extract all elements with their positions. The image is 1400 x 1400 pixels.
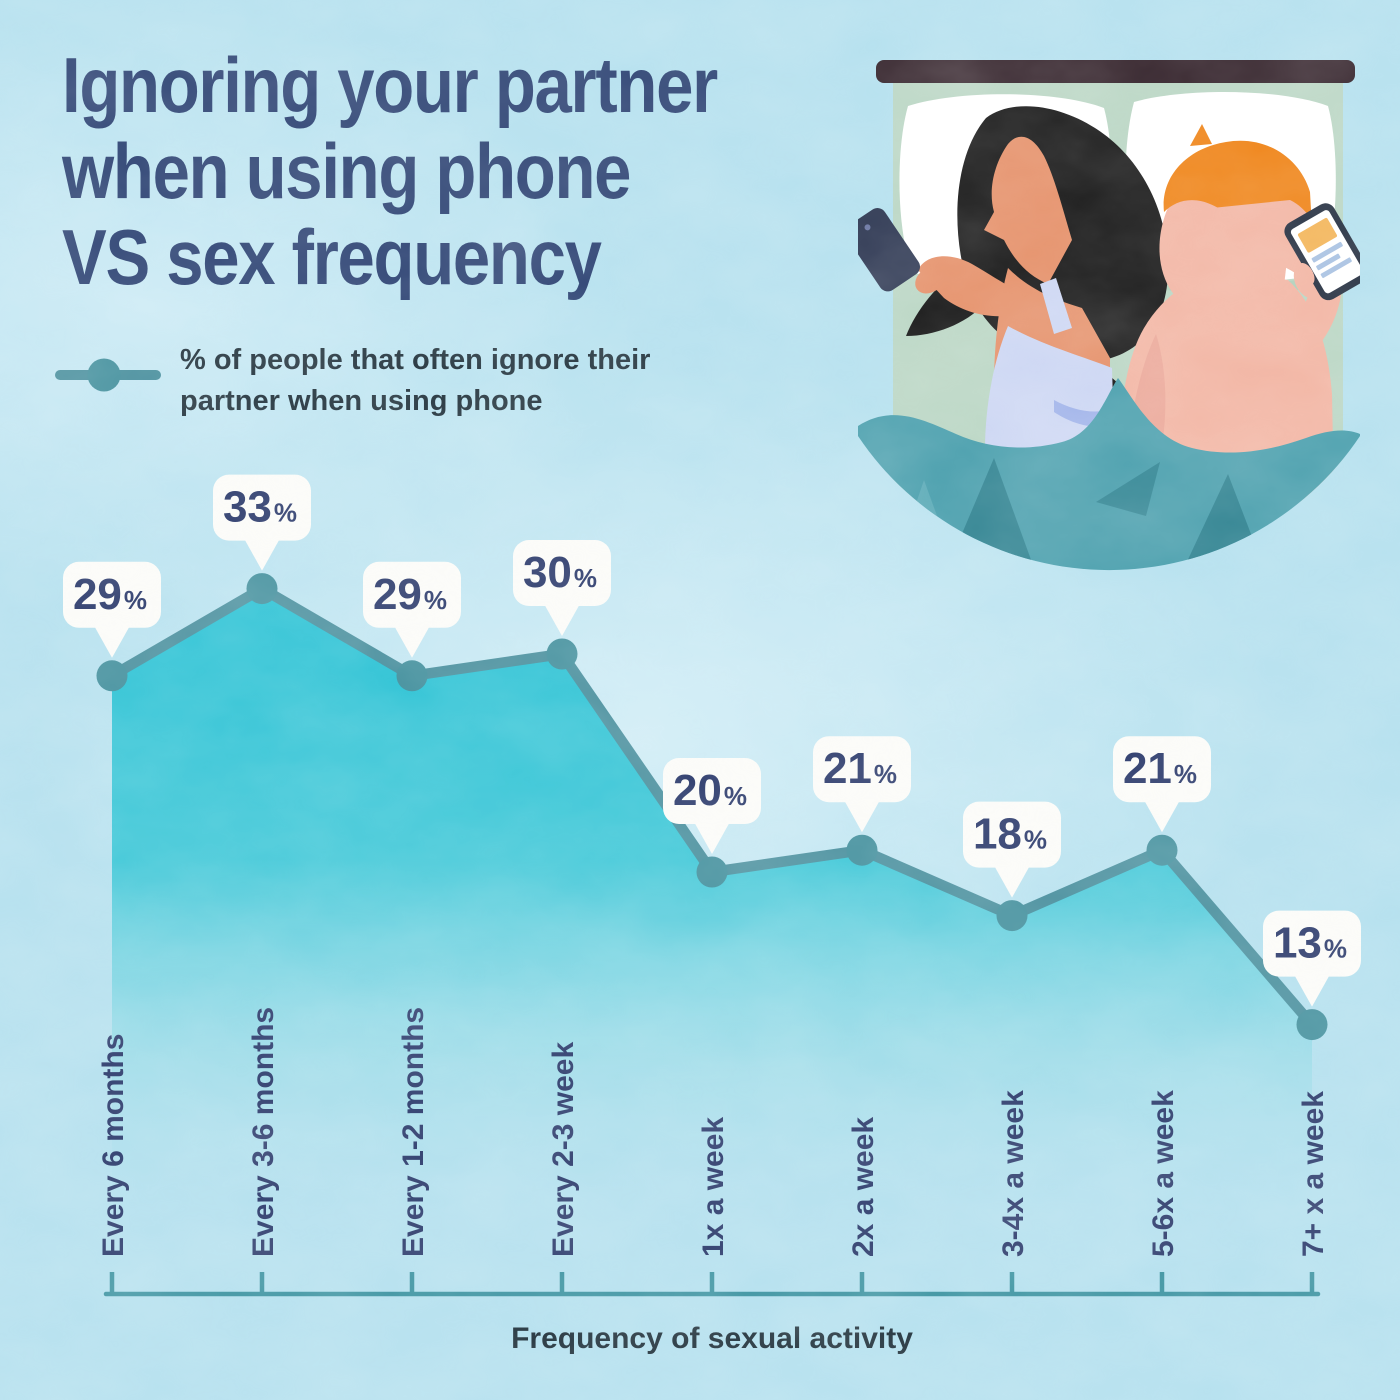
legend-label: % of people that often ignore their part… (180, 344, 651, 417)
page-title: Ignoring your partner when using phone V… (62, 41, 718, 301)
value-bubble: 29% (363, 561, 461, 658)
bubble-pointer (543, 602, 581, 636)
data-point-marker (1146, 834, 1178, 866)
bubble-pointer (243, 536, 281, 571)
x-axis-label: 7+ x a week (1297, 1091, 1330, 1257)
value-bubble: 18% (963, 801, 1061, 898)
page-title-line-3: VS sex frequency (62, 213, 602, 301)
chart-legend: % of people that often ignore their part… (52, 338, 680, 422)
x-axis-label: Every 3-6 months (247, 1007, 280, 1257)
x-axis-label: 1x a week (697, 1117, 730, 1257)
x-axis-label: 2x a week (847, 1117, 880, 1257)
bubble-pointer (993, 863, 1031, 898)
x-axis-label: Every 2-3 week (547, 1042, 580, 1257)
bubble-pointer (393, 623, 431, 658)
data-point-marker (546, 638, 578, 670)
page-title-line-1: Ignoring your partner (62, 41, 718, 129)
data-point-marker (846, 834, 878, 866)
bubble-pointer (93, 623, 131, 658)
headboard (876, 60, 1355, 83)
line-chart: Every 6 months Every 3-6 months Every 1-2 … (63, 474, 1361, 1355)
data-point-marker (696, 856, 728, 888)
bubble-pointer (1143, 798, 1181, 833)
data-point-marker (96, 660, 128, 692)
x-axis-label: Every 6 months (97, 1034, 130, 1257)
value-bubble: 33% (213, 474, 311, 571)
value-bubble: 21% (1113, 736, 1211, 833)
value-bubble: 21% (813, 736, 911, 833)
data-point-marker (246, 573, 278, 605)
value-bubble: 30% (513, 540, 611, 636)
bubble-pointer (843, 798, 881, 833)
data-point-marker (396, 660, 428, 692)
x-axis-label: Every 1-2 months (397, 1007, 430, 1257)
line-dot-marker-icon (55, 358, 161, 392)
x-axis-label: 3-4x a week (997, 1090, 1030, 1257)
legend-dot (87, 358, 121, 392)
value-bubble: 29% (63, 561, 161, 658)
x-axis-title: Frequency of sexual activity (511, 1322, 913, 1355)
data-point-marker (996, 900, 1028, 932)
x-axis-label: 5-6x a week (1147, 1090, 1180, 1257)
data-point-marker (1296, 1009, 1328, 1041)
page-title-line-2: when using phone (62, 127, 631, 215)
